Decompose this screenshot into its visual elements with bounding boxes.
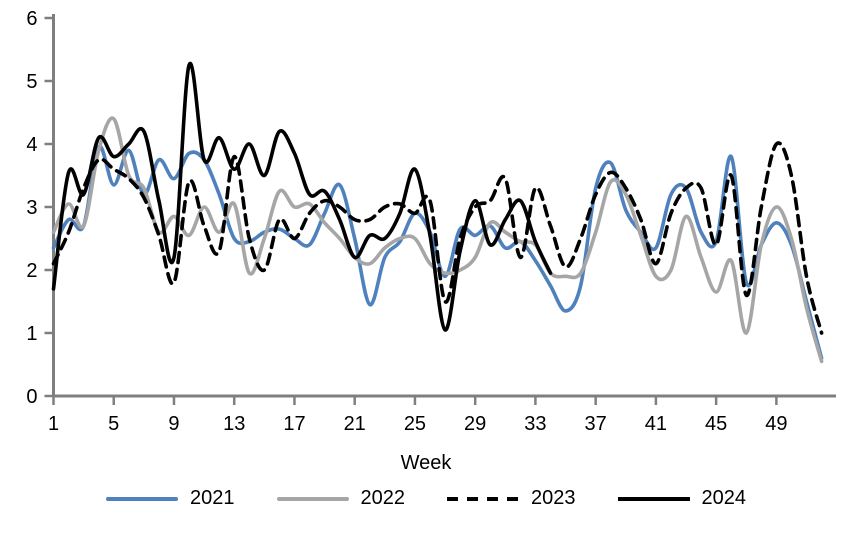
y-tick-label: 5 [26, 71, 37, 93]
y-tick-label: 3 [26, 197, 37, 219]
x-tick-label: 25 [404, 413, 426, 435]
y-tick-label: 2 [26, 260, 37, 282]
legend-item-2024: 2024 [617, 487, 747, 510]
legend-label-2022: 2022 [360, 487, 406, 509]
legend-item-2021: 2021 [106, 487, 235, 510]
x-tick-label: 17 [283, 413, 305, 435]
x-tick-label: 41 [645, 413, 667, 435]
x-tick-label: 21 [344, 413, 366, 435]
x-tick-label: 33 [524, 413, 546, 435]
y-tick-label: 1 [26, 323, 37, 345]
legend-swatch-2023 [447, 496, 519, 501]
x-tick-label: 5 [108, 413, 119, 435]
legend: 2021 2022 2023 2024 [0, 487, 852, 510]
x-tick-label: 13 [223, 413, 245, 435]
legend-label-2021: 2021 [190, 487, 235, 509]
y-tick-label: 0 [26, 386, 37, 408]
legend-swatch-2022 [276, 496, 349, 501]
legend-item-2023: 2023 [447, 487, 576, 510]
legend-swatch-2024 [617, 496, 690, 501]
x-tick-label: 1 [48, 413, 59, 435]
x-tick-label: 49 [765, 413, 787, 435]
legend-item-2022: 2022 [276, 487, 406, 510]
x-tick-label: 37 [585, 413, 607, 435]
series-line-2024 [51, 61, 553, 332]
x-axis-title: Week [400, 452, 452, 474]
y-tick-label: 6 [26, 8, 37, 30]
x-tick-label: 9 [168, 413, 179, 435]
legend-label-2023: 2023 [531, 487, 576, 509]
series-line-2023 [51, 141, 824, 335]
legend-label-2024: 2024 [701, 487, 747, 509]
x-tick-label: 45 [705, 413, 727, 435]
legend-swatch-2021 [106, 496, 178, 501]
y-tick-label: 4 [26, 134, 37, 156]
x-tick-label: 29 [464, 413, 486, 435]
